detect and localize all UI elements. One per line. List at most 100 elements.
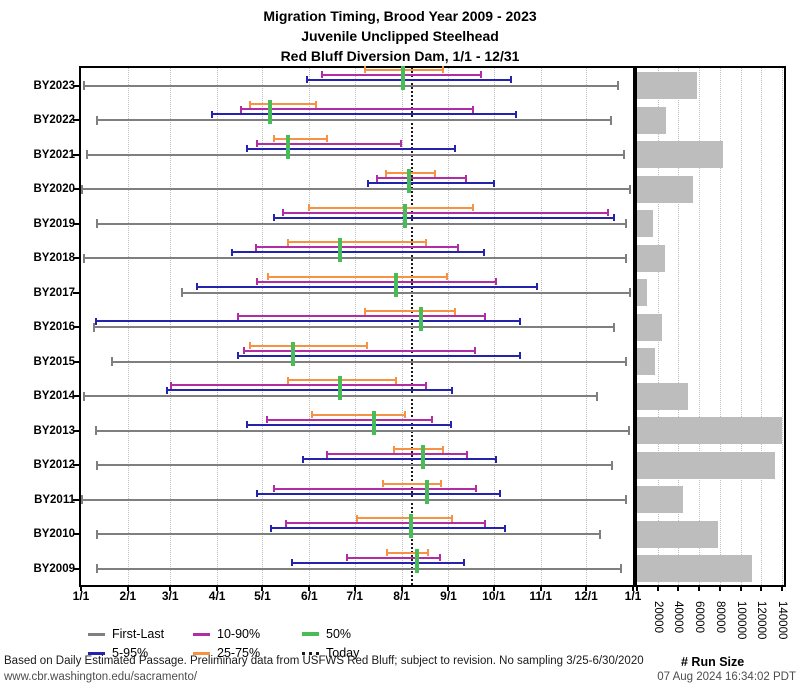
x-axis-tick	[492, 585, 495, 591]
x-axis-tick	[400, 585, 403, 591]
x-axis-label: 3/1	[161, 589, 179, 603]
legend-swatch-p5_95	[88, 651, 105, 655]
runsize-gridline	[761, 68, 763, 585]
range-first-last-part	[85, 153, 626, 156]
range-5-95	[230, 248, 485, 256]
range-5-95	[291, 559, 466, 566]
range-10-90-part	[265, 418, 434, 421]
legend-swatch-p50	[302, 632, 319, 636]
y-axis-tick	[73, 395, 79, 397]
y-axis-label: BY2016	[33, 321, 75, 333]
range-10-90	[285, 519, 487, 527]
runsize-gridline	[781, 68, 783, 585]
y-axis-label: BY2014	[33, 390, 75, 402]
range-5-95-part	[94, 320, 522, 322]
x-axis-tick	[169, 585, 172, 591]
y-axis-tick	[73, 533, 79, 535]
runsize-bar	[637, 417, 782, 444]
range-25-75-part	[356, 517, 454, 519]
median-tick	[337, 238, 342, 262]
range-25-75-part	[386, 551, 429, 554]
range-5-95-part	[236, 354, 522, 357]
median-tick	[408, 514, 413, 538]
chart-title-block: Migration Timing, Brood Year 2009 - 2023…	[0, 6, 800, 66]
range-25-75-part	[248, 103, 317, 105]
runsize-axis-tick	[636, 585, 638, 591]
runsize-bar	[637, 244, 665, 272]
range-5-95-part	[165, 389, 454, 391]
legend-label: 25-75%	[217, 646, 261, 660]
range-first-last-part	[81, 498, 627, 501]
y-axis-tick	[73, 429, 79, 432]
range-25-75	[310, 411, 407, 418]
x-axis-label: 7/1	[346, 589, 364, 603]
range-10-90-part	[256, 280, 497, 283]
y-axis-tick	[73, 567, 79, 570]
median-tick	[290, 341, 295, 366]
runsize-bar	[637, 348, 655, 375]
range-first-last-part	[82, 84, 620, 87]
range-25-75	[273, 135, 328, 142]
range-5-95-part	[301, 458, 497, 460]
x-axis-label: 6/1	[301, 589, 318, 603]
legend-label: Today	[326, 646, 360, 660]
range-first-last-part	[96, 567, 623, 570]
y-axis-tick	[73, 84, 79, 87]
range-25-75-part	[248, 344, 369, 347]
range-25-75	[307, 204, 475, 211]
range-10-90	[325, 450, 469, 458]
range-first-last	[82, 81, 620, 90]
legend-swatch-today	[302, 651, 319, 655]
range-10-90	[282, 209, 609, 216]
range-5-95	[273, 214, 615, 221]
range-5-95	[245, 145, 457, 152]
legend-label: 50%	[326, 627, 352, 641]
range-10-90	[256, 140, 402, 147]
y-axis-label: BY2019	[33, 217, 75, 230]
range-10-90-part	[236, 315, 487, 317]
range-5-95-part	[211, 113, 517, 115]
range-10-90	[242, 347, 476, 354]
median-tick	[425, 479, 430, 504]
runsize-axis-tick	[780, 585, 783, 591]
range-25-75-part	[307, 206, 475, 209]
y-axis-label: BY2010	[33, 528, 75, 540]
median-tick	[337, 376, 342, 400]
range-first-last-part	[180, 291, 632, 294]
range-25-75-part	[273, 137, 328, 140]
y-axis-tick	[73, 188, 79, 190]
chart-title-line2: Juvenile Unclipped Steelhead	[301, 28, 499, 44]
runsize-tick-text: 40000	[672, 601, 685, 633]
y-axis-tick	[73, 119, 79, 121]
runsize-tick-text: 20000	[651, 601, 664, 633]
range-5-95-part	[245, 147, 457, 150]
timing-plot-area	[79, 65, 635, 587]
legend-label: First-Last	[112, 627, 165, 641]
x-axis-label: 2/1	[119, 589, 137, 603]
range-first-last	[85, 150, 626, 159]
range-10-90	[273, 485, 478, 492]
median-tick	[401, 65, 406, 90]
runsize-gridline	[657, 68, 659, 585]
median-tick	[414, 548, 419, 573]
range-25-75-part	[363, 310, 457, 312]
runsize-axis-tick	[656, 585, 659, 591]
range-5-95-part	[256, 492, 502, 495]
y-axis-label: BY2015	[33, 355, 75, 368]
range-5-95-part	[270, 527, 506, 529]
range-25-75	[286, 238, 428, 246]
legend-item-25-75-: 25-75%	[193, 646, 260, 660]
y-axis-label: BY2009	[33, 562, 75, 575]
y-axis-tick	[73, 291, 79, 294]
runsize-tick-text: 120000	[755, 601, 768, 640]
range-first-last	[81, 495, 627, 504]
legend-label: 10-90%	[217, 627, 261, 641]
y-axis-label: BY2022	[33, 114, 75, 126]
range-first-last	[96, 115, 612, 125]
x-axis-tick	[585, 585, 588, 591]
runsize-axis-tick	[760, 585, 763, 591]
median-tick	[372, 410, 377, 435]
range-first-last	[82, 253, 627, 263]
runsize-bar	[637, 279, 648, 306]
range-5-95	[366, 179, 496, 187]
